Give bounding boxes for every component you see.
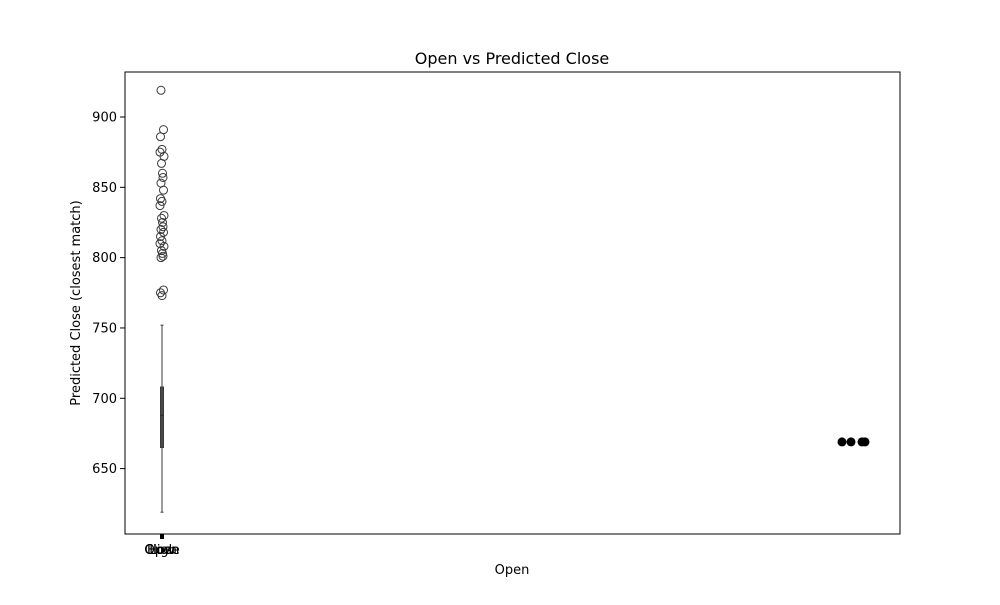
y-tick-label: 650: [92, 462, 117, 477]
outlier-point: [157, 213, 166, 223]
outlier-point: [158, 222, 168, 232]
box-iqr: [160, 386, 164, 449]
outlier-point: [156, 253, 166, 263]
x-tick-label: Open: [145, 543, 180, 558]
outlier-point: [156, 225, 166, 235]
y-tick-label: 750: [92, 321, 117, 336]
outlier-point: [157, 236, 167, 246]
y-tick-label: 800: [92, 251, 117, 266]
plot-area: [124, 71, 901, 535]
outlier-point: [155, 239, 165, 249]
outlier-point: [158, 217, 167, 227]
outlier-point: [155, 147, 165, 157]
box-plot: [160, 324, 164, 513]
y-axis: 650 700 750 800 850 900: [92, 111, 125, 477]
outlier-point: [156, 85, 166, 95]
outlier-point: [156, 194, 165, 204]
scatter-points: [837, 437, 870, 447]
outlier-point: [156, 288, 165, 298]
scatter-point: [846, 437, 856, 447]
x-tick-label: Close: [144, 543, 179, 558]
scatter-point: [860, 437, 870, 447]
y-axis-label: Predicted Close (closest match): [69, 200, 84, 405]
outlier-point: [158, 172, 168, 182]
outlier-point: [157, 144, 167, 154]
outlier-point: [155, 201, 165, 211]
x-tick-label: High: [147, 543, 177, 558]
chart-title: Open vs Predicted Close: [415, 49, 610, 68]
outlier-point: [159, 285, 168, 295]
outlier-point: [159, 210, 169, 220]
outlier-point: [158, 168, 167, 178]
outlier-points: [155, 85, 169, 301]
y-tick-label: 850: [92, 181, 117, 196]
x-tick-label: Low: [149, 543, 175, 558]
outlier-point: [159, 125, 168, 135]
outlier-point: [159, 227, 168, 237]
y-tick-label: 900: [92, 111, 117, 126]
x-axis-label: Open: [495, 563, 530, 578]
outlier-point: [156, 178, 166, 188]
y-tick-label: 700: [92, 392, 117, 407]
scatter-point: [837, 437, 847, 447]
